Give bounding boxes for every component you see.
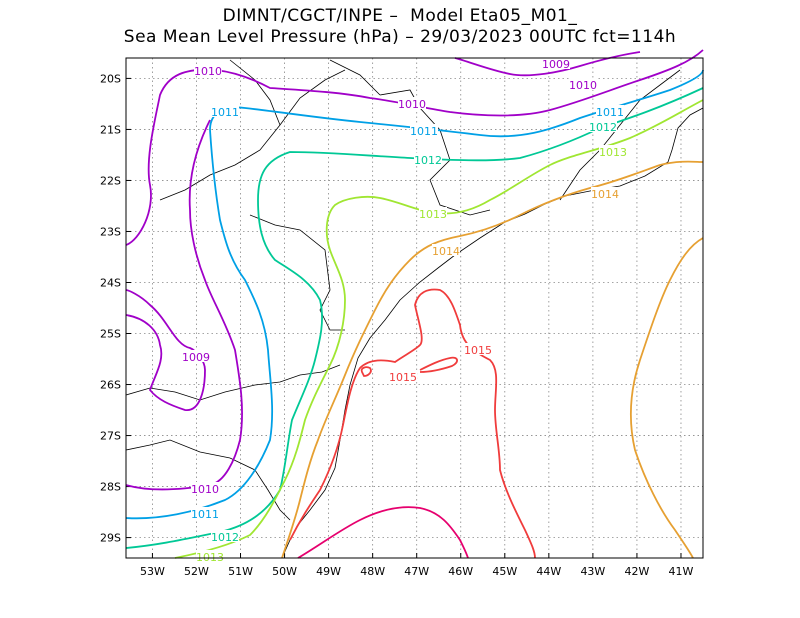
isobar-label: 1009 — [182, 351, 210, 364]
lon-tick-label: 41W — [669, 565, 694, 578]
lat-tick-label: 21S — [100, 123, 121, 136]
map-subtitle: Sea Mean Level Pressure (hPa) – 29/03/20… — [123, 27, 677, 47]
lon-tick-label: 51W — [228, 565, 253, 578]
isobar-label-bg — [211, 530, 239, 542]
isobar-1015 — [419, 356, 458, 373]
lon-tick-label: 49W — [316, 565, 341, 578]
lat-tick-label: 29S — [100, 532, 121, 545]
isobar-label-bg — [419, 207, 447, 219]
isobar-label-bg — [196, 550, 224, 562]
isobar-label: 1013 — [419, 208, 447, 221]
isobar-label: 1011 — [191, 508, 219, 521]
isobar-label-bg — [191, 482, 219, 494]
isobars — [125, 49, 704, 559]
isobar-label-bg — [464, 343, 492, 355]
isobar-1015 — [360, 366, 372, 377]
lon-tick-label: 53W — [140, 565, 165, 578]
lat-tick-label: 23S — [100, 225, 121, 238]
lat-tick-label: 27S — [100, 430, 121, 443]
lon-tick-label: 48W — [360, 565, 385, 578]
isobar-label-bg — [410, 124, 438, 136]
isobar-1010 — [125, 49, 704, 246]
lon-tick-label: 44W — [536, 565, 561, 578]
isobar-label-bg — [191, 507, 219, 519]
map-frame — [125, 57, 704, 559]
isobar-1011 — [125, 69, 704, 520]
isobar-label-bg — [432, 244, 460, 256]
lat-tick-label: 20S — [100, 72, 121, 85]
isobar-labels: 1010 1010 1009 1010 1011 1011 1011 1012 1012 1013… — [182, 57, 627, 564]
isobar-1013 — [174, 99, 704, 559]
map-ticks: 53W 52W 51W 50W 49W 48W 47W 46W 45W 44W 43W 42W 41W 2… — [100, 72, 694, 578]
state-border — [559, 69, 681, 201]
isobar-1015 — [289, 288, 536, 559]
isobar-label-bg — [194, 64, 222, 76]
isobar-label: 1014 — [432, 245, 460, 258]
isobar-label: 1012 — [589, 121, 617, 134]
lat-tick-label: 25S — [100, 328, 121, 341]
coastline — [281, 107, 704, 559]
isobar-label: 1015 — [464, 344, 492, 357]
isobar-label: 1010 — [194, 65, 222, 78]
isobar-label-bg — [599, 145, 627, 157]
isobar-label-bg — [211, 105, 239, 117]
lon-tick-label: 45W — [492, 565, 517, 578]
isobar-label-bg — [414, 153, 442, 165]
isobar-1014 — [281, 160, 704, 559]
lon-tick-label: 52W — [184, 565, 209, 578]
lon-tick-label: 43W — [580, 565, 605, 578]
isobar-label: 1011 — [211, 106, 239, 119]
isobar-1016 — [297, 506, 469, 559]
lon-tick-label: 46W — [448, 565, 473, 578]
isobar-label: 1009 — [542, 58, 570, 71]
lon-tick-label: 42W — [624, 565, 649, 578]
isobar-label: 1013 — [599, 146, 627, 159]
lat-tick-label: 22S — [100, 174, 121, 187]
isobar-label-bg — [569, 78, 597, 90]
isobar-label-bg — [542, 57, 570, 69]
isobar-label-bg — [389, 370, 417, 382]
isobar-1014 — [629, 237, 704, 559]
lat-tick-label: 28S — [100, 481, 121, 494]
isobar-label-bg — [589, 120, 617, 132]
state-border — [249, 214, 345, 331]
isobar-label: 1011 — [596, 106, 624, 119]
state-border — [159, 69, 346, 201]
map-title: DIMNT/CGCT/INPE – Model Eta05_M01_ — [222, 6, 578, 26]
lat-tick-label: 26S — [100, 379, 121, 392]
isobar-1009 — [125, 289, 206, 411]
lon-tick-label: 50W — [272, 565, 297, 578]
isobar-1010 — [125, 119, 243, 491]
isobar-label: 1012 — [414, 154, 442, 167]
lat-tick-label: 24S — [100, 276, 121, 289]
isobar-label: 1012 — [211, 531, 239, 544]
isobar-label: 1014 — [591, 188, 619, 201]
isobar-label-bg — [596, 105, 624, 117]
state-border — [125, 439, 291, 521]
isobar-label-bg — [591, 187, 619, 199]
isobar-label: 1011 — [410, 125, 438, 138]
isobar-label: 1010 — [398, 98, 426, 111]
lon-tick-label: 47W — [404, 565, 429, 578]
isobar-label: 1010 — [569, 79, 597, 92]
isobar-label-bg — [182, 350, 210, 362]
state-border — [329, 59, 381, 96]
isobar-label-bg — [398, 97, 426, 109]
isobar-label: 1010 — [191, 483, 219, 496]
isobar-label: 1015 — [389, 371, 417, 384]
